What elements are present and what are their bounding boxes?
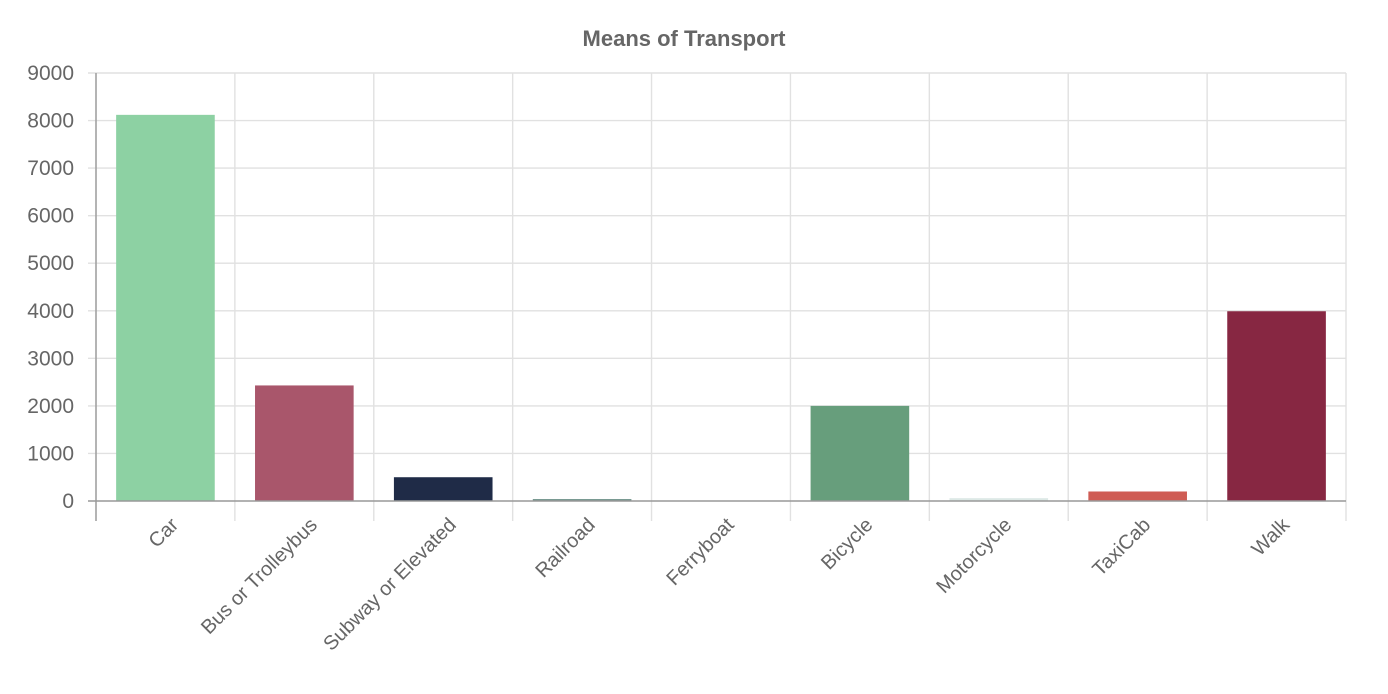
y-tick-label: 3000 xyxy=(27,347,74,370)
x-tick-label: Bicycle xyxy=(817,514,877,574)
x-tick-label: Walk xyxy=(1248,513,1295,560)
gridlines xyxy=(88,72,1347,521)
bar-car xyxy=(116,114,215,502)
y-tick-label: 8000 xyxy=(27,110,74,133)
bar-subway-or-elevated xyxy=(393,477,493,501)
y-tick-label: 9000 xyxy=(27,62,74,85)
y-tick-label: 2000 xyxy=(27,395,74,418)
x-tick-label: Car xyxy=(145,514,184,553)
bars xyxy=(116,114,1326,502)
axes xyxy=(88,73,1346,521)
x-tick-label: TaxiCab xyxy=(1089,514,1156,581)
y-tick-label: 1000 xyxy=(27,442,74,465)
x-tick-label: Bus or Trolleybus xyxy=(197,514,322,639)
bar-bicycle xyxy=(810,405,910,501)
chart-title: Means of Transport xyxy=(583,26,787,51)
x-tick-label: Ferryboat xyxy=(662,514,738,590)
y-tick-label: 5000 xyxy=(27,252,74,275)
x-tick-label: Railroad xyxy=(531,514,599,582)
y-tick-label: 7000 xyxy=(27,157,74,180)
y-tick-label: 0 xyxy=(62,490,74,513)
y-tick-label: 6000 xyxy=(27,205,74,228)
bar-railroad xyxy=(532,499,632,501)
bar-taxicab xyxy=(1088,491,1187,501)
bar-walk xyxy=(1227,311,1326,501)
bar-motorcycle xyxy=(949,498,1049,501)
x-tick-label: Motorcycle xyxy=(932,514,1016,598)
x-tick-label: Subway or Elevated xyxy=(319,514,460,655)
bar-bus-or-trolleybus xyxy=(255,385,354,501)
y-tick-label: 4000 xyxy=(27,300,74,323)
y-axis-ticks: 0 1000 2000 3000 4000 5000 6000 7000 8000 9000 xyxy=(27,62,74,513)
